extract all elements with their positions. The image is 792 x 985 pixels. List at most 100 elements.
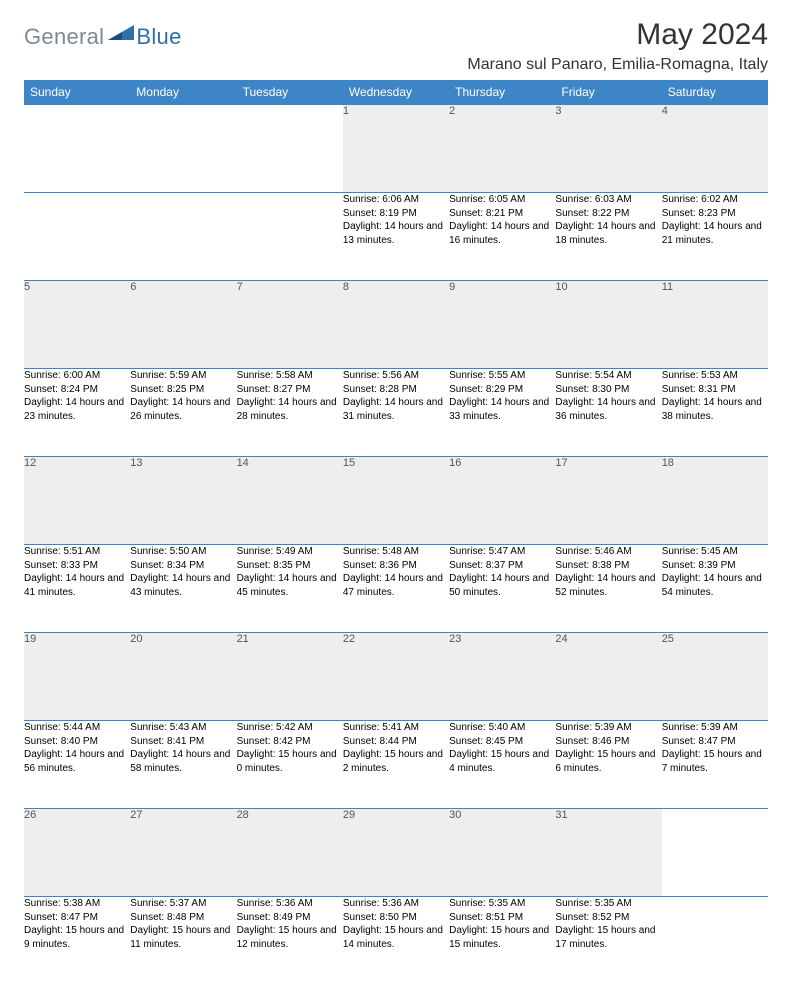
logo-triangle-icon (108, 25, 134, 48)
month-title: May 2024 (467, 18, 768, 52)
day-number-row: 1234 (24, 105, 768, 193)
day-number-cell: 14 (237, 457, 343, 545)
sunrise-line: Sunrise: 5:43 AM (130, 721, 236, 735)
day-detail-cell: Sunrise: 5:44 AMSunset: 8:40 PMDaylight:… (24, 721, 130, 809)
sunrise-line: Sunrise: 5:48 AM (343, 545, 449, 559)
day-number-cell (24, 105, 130, 193)
weekday-header: Monday (130, 80, 236, 105)
day-number-cell: 24 (555, 633, 661, 721)
sunset-line: Sunset: 8:21 PM (449, 207, 555, 221)
daylight-line: Daylight: 15 hours and 17 minutes. (555, 924, 661, 951)
sunrise-line: Sunrise: 5:49 AM (237, 545, 343, 559)
daylight-line: Daylight: 14 hours and 36 minutes. (555, 396, 661, 423)
sunrise-line: Sunrise: 5:56 AM (343, 369, 449, 383)
sunset-line: Sunset: 8:50 PM (343, 911, 449, 925)
day-detail-cell: Sunrise: 5:56 AMSunset: 8:28 PMDaylight:… (343, 369, 449, 457)
day-number-cell (237, 105, 343, 193)
sunrise-line: Sunrise: 6:00 AM (24, 369, 130, 383)
day-number-cell: 10 (555, 281, 661, 369)
sunrise-line: Sunrise: 5:38 AM (24, 897, 130, 911)
day-detail-cell: Sunrise: 5:40 AMSunset: 8:45 PMDaylight:… (449, 721, 555, 809)
daylight-line: Daylight: 14 hours and 26 minutes. (130, 396, 236, 423)
sunrise-line: Sunrise: 6:02 AM (662, 193, 768, 207)
sunrise-line: Sunrise: 5:37 AM (130, 897, 236, 911)
sunset-line: Sunset: 8:40 PM (24, 735, 130, 749)
daylight-line: Daylight: 15 hours and 4 minutes. (449, 748, 555, 775)
sunset-line: Sunset: 8:30 PM (555, 383, 661, 397)
sunrise-line: Sunrise: 5:35 AM (555, 897, 661, 911)
sunrise-line: Sunrise: 5:44 AM (24, 721, 130, 735)
day-number-row: 262728293031 (24, 809, 768, 897)
title-block: May 2024 Marano sul Panaro, Emilia-Romag… (467, 18, 768, 74)
sunrise-line: Sunrise: 6:03 AM (555, 193, 661, 207)
day-detail-cell: Sunrise: 5:58 AMSunset: 8:27 PMDaylight:… (237, 369, 343, 457)
daylight-line: Daylight: 14 hours and 41 minutes. (24, 572, 130, 599)
day-number-cell: 1 (343, 105, 449, 193)
day-number-row: 19202122232425 (24, 633, 768, 721)
weekday-header: Thursday (449, 80, 555, 105)
daylight-line: Daylight: 14 hours and 13 minutes. (343, 220, 449, 247)
day-number-cell: 4 (662, 105, 768, 193)
weekday-header: Friday (555, 80, 661, 105)
sunset-line: Sunset: 8:36 PM (343, 559, 449, 573)
logo-text-general: General (24, 24, 104, 50)
sunrise-line: Sunrise: 5:58 AM (237, 369, 343, 383)
sunrise-line: Sunrise: 6:06 AM (343, 193, 449, 207)
day-number-cell: 29 (343, 809, 449, 897)
sunset-line: Sunset: 8:34 PM (130, 559, 236, 573)
day-detail-row: Sunrise: 6:06 AMSunset: 8:19 PMDaylight:… (24, 193, 768, 281)
day-detail-cell: Sunrise: 5:43 AMSunset: 8:41 PMDaylight:… (130, 721, 236, 809)
day-detail-cell: Sunrise: 6:02 AMSunset: 8:23 PMDaylight:… (662, 193, 768, 281)
day-detail-cell: Sunrise: 5:45 AMSunset: 8:39 PMDaylight:… (662, 545, 768, 633)
daylight-line: Daylight: 14 hours and 47 minutes. (343, 572, 449, 599)
day-number-cell: 7 (237, 281, 343, 369)
sunset-line: Sunset: 8:35 PM (237, 559, 343, 573)
weekday-header: Sunday (24, 80, 130, 105)
daylight-line: Daylight: 14 hours and 18 minutes. (555, 220, 661, 247)
sunset-line: Sunset: 8:27 PM (237, 383, 343, 397)
sunrise-line: Sunrise: 5:36 AM (343, 897, 449, 911)
day-detail-cell: Sunrise: 5:42 AMSunset: 8:42 PMDaylight:… (237, 721, 343, 809)
day-detail-cell: Sunrise: 5:41 AMSunset: 8:44 PMDaylight:… (343, 721, 449, 809)
daylight-line: Daylight: 15 hours and 9 minutes. (24, 924, 130, 951)
sunset-line: Sunset: 8:39 PM (662, 559, 768, 573)
day-detail-row: Sunrise: 5:38 AMSunset: 8:47 PMDaylight:… (24, 897, 768, 985)
day-number-cell: 8 (343, 281, 449, 369)
sunset-line: Sunset: 8:47 PM (24, 911, 130, 925)
sunset-line: Sunset: 8:19 PM (343, 207, 449, 221)
sunset-line: Sunset: 8:37 PM (449, 559, 555, 573)
day-number-row: 12131415161718 (24, 457, 768, 545)
day-number-cell: 17 (555, 457, 661, 545)
day-detail-row: Sunrise: 5:44 AMSunset: 8:40 PMDaylight:… (24, 721, 768, 809)
daylight-line: Daylight: 14 hours and 52 minutes. (555, 572, 661, 599)
day-detail-row: Sunrise: 5:51 AMSunset: 8:33 PMDaylight:… (24, 545, 768, 633)
day-detail-cell: Sunrise: 5:37 AMSunset: 8:48 PMDaylight:… (130, 897, 236, 985)
sunset-line: Sunset: 8:46 PM (555, 735, 661, 749)
sunset-line: Sunset: 8:33 PM (24, 559, 130, 573)
day-number-cell: 27 (130, 809, 236, 897)
day-number-cell: 30 (449, 809, 555, 897)
logo: General Blue (24, 24, 182, 50)
daylight-line: Daylight: 15 hours and 6 minutes. (555, 748, 661, 775)
daylight-line: Daylight: 15 hours and 14 minutes. (343, 924, 449, 951)
day-number-cell (662, 809, 768, 897)
day-number-cell: 18 (662, 457, 768, 545)
day-detail-cell: Sunrise: 5:53 AMSunset: 8:31 PMDaylight:… (662, 369, 768, 457)
sunrise-line: Sunrise: 5:50 AM (130, 545, 236, 559)
daylight-line: Daylight: 14 hours and 43 minutes. (130, 572, 236, 599)
day-number-cell: 15 (343, 457, 449, 545)
daylight-line: Daylight: 14 hours and 56 minutes. (24, 748, 130, 775)
daylight-line: Daylight: 15 hours and 11 minutes. (130, 924, 236, 951)
day-number-cell: 5 (24, 281, 130, 369)
sunrise-line: Sunrise: 5:46 AM (555, 545, 661, 559)
day-detail-cell: Sunrise: 5:55 AMSunset: 8:29 PMDaylight:… (449, 369, 555, 457)
daylight-line: Daylight: 14 hours and 23 minutes. (24, 396, 130, 423)
day-number-cell: 13 (130, 457, 236, 545)
sunrise-line: Sunrise: 5:47 AM (449, 545, 555, 559)
sunset-line: Sunset: 8:51 PM (449, 911, 555, 925)
day-detail-cell: Sunrise: 5:35 AMSunset: 8:52 PMDaylight:… (555, 897, 661, 985)
daylight-line: Daylight: 14 hours and 33 minutes. (449, 396, 555, 423)
day-number-row: 567891011 (24, 281, 768, 369)
sunset-line: Sunset: 8:48 PM (130, 911, 236, 925)
sunset-line: Sunset: 8:31 PM (662, 383, 768, 397)
